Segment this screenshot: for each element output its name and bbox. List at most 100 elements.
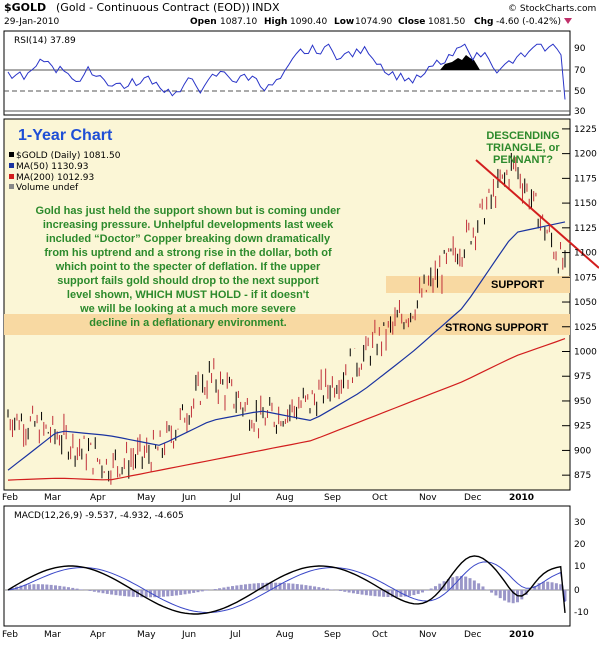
macd-hist-bar	[477, 583, 481, 590]
x-tick-label: Mar	[44, 630, 61, 640]
macd-hist-bar	[308, 585, 312, 590]
macd-hist-bar	[429, 588, 433, 590]
rsi-line	[7, 43, 566, 100]
macd-hist-bar	[433, 586, 437, 590]
macd-hist-bar	[231, 586, 235, 590]
x-tick-label: 2010	[509, 493, 534, 503]
high-label: High	[264, 17, 287, 27]
x-tick-label: 2010	[509, 630, 534, 640]
ma200-line	[7, 338, 566, 481]
macd-hist-bar	[222, 587, 226, 590]
macd-hist-bar	[559, 584, 563, 590]
macd-hist-bar	[455, 576, 459, 590]
macd-hist-bar	[369, 590, 373, 596]
macd-hist-bar	[282, 583, 286, 590]
price-tick-label: 1175	[574, 174, 597, 184]
price-tick-label: 1200	[574, 150, 597, 160]
price-grid	[562, 128, 570, 476]
macd-hist-bar	[356, 590, 360, 594]
price-bars	[7, 152, 566, 485]
chg-label: Chg	[474, 17, 493, 27]
macd-hist-bar	[226, 586, 230, 590]
macd-hist-bar	[382, 590, 386, 597]
macd-hist-bar	[326, 588, 330, 590]
rsi-tick: 90	[574, 44, 586, 54]
close-value: 1081.50	[428, 17, 465, 27]
rsi-tick: 70	[574, 66, 586, 76]
legend-swatch-ma200	[9, 174, 14, 179]
x-axis-top: Feb Mar Apr May Jun Jul Aug Sep Oct Nov Dec 2010	[2, 493, 534, 503]
macd-hist-bar	[248, 583, 252, 590]
macd-hist-bar	[23, 584, 27, 590]
macd-hist-bar	[53, 585, 57, 590]
pattern-note-line: TRIANGLE, or	[486, 142, 560, 154]
x-tick-label: Jun	[181, 493, 196, 503]
macd-hist-bar	[110, 590, 114, 595]
macd-tick: 0	[574, 586, 580, 596]
x-tick-label: Nov	[419, 493, 437, 503]
macd-hist-bar	[287, 583, 291, 590]
x-axis-bottom: Feb Mar Apr May Jun Jul Aug Sep Oct Nov Dec 2010	[2, 630, 534, 640]
price-tick-label: 1100	[574, 249, 597, 259]
rsi-tick: 50	[574, 87, 586, 97]
macd-hist-bar	[32, 584, 36, 590]
macd-hist-bar	[92, 590, 96, 592]
commentary-line: support fails gold should drop to the ne…	[57, 275, 319, 287]
macd-hist-bar	[19, 585, 23, 590]
macd-hist-bar	[351, 590, 355, 594]
legend: $GOLD (Daily) 1081.50 MA(50) 1130.93 MA(…	[9, 151, 121, 193]
macd-hist-bar	[252, 583, 256, 590]
legend-ma50: MA(50) 1130.93	[16, 162, 88, 172]
macd-hist-bar	[412, 590, 416, 596]
x-tick-label: Dec	[464, 493, 481, 503]
pattern-note-line: DESCENDING	[486, 130, 559, 142]
macd-hist-bar	[88, 590, 92, 591]
x-tick-label: Jul	[229, 493, 241, 503]
legend-gold: $GOLD (Daily) 1081.50	[16, 151, 121, 161]
macd-hist-bar	[58, 585, 62, 590]
macd-hist-bar	[45, 584, 49, 590]
macd-hist-bar	[153, 590, 157, 598]
macd-hist-bar	[446, 578, 450, 590]
macd-hist-bar	[174, 590, 178, 596]
macd-hist-bar	[550, 582, 554, 590]
macd-hist-bar	[118, 590, 122, 596]
macd-hist-bar	[123, 590, 127, 597]
price-tick-label: 900	[574, 446, 591, 456]
macd-hist-bar	[218, 588, 222, 590]
commentary-line: from his uptrend and a strong rise in th…	[44, 247, 332, 259]
x-tick-label: Jul	[229, 630, 241, 640]
macd-hist-bar	[347, 590, 351, 593]
x-tick-label: Oct	[372, 493, 388, 503]
price-tick-label: 925	[574, 422, 591, 432]
macd-hist-bar	[364, 590, 368, 596]
macd-hist-bar	[131, 590, 135, 597]
macd-hist-bar	[360, 590, 364, 595]
macd-hist-bar	[511, 590, 515, 604]
exchange: INDX	[252, 1, 280, 14]
macd-hist-bar	[71, 587, 75, 590]
price-frame	[3, 118, 571, 491]
open-value: 1087.10	[220, 17, 257, 27]
x-tick-label: Mar	[44, 493, 61, 503]
commentary-line: included “Doctor” Copper breaking down d…	[46, 233, 331, 245]
macd-hist-bar	[451, 577, 455, 590]
macd-hist-bar	[533, 585, 537, 590]
macd-label: MACD(12,26,9) -9.537, -4.932, -4.605	[14, 511, 184, 521]
support-label: SUPPORT	[491, 279, 544, 291]
macd-hist-bar	[196, 590, 200, 593]
commentary-line: Gold has just held the support shown but…	[36, 205, 342, 217]
x-tick-label: May	[137, 493, 156, 503]
commentary-line: level shown, WHICH MUST HOLD - if it doe…	[67, 289, 310, 301]
macd-hist-bar	[459, 575, 463, 590]
macd-hist-bar	[377, 590, 381, 597]
x-tick-label: Aug	[276, 630, 294, 640]
macd-hist-bar	[157, 590, 161, 597]
macd-hist-bar	[464, 576, 468, 590]
macd-hist-bar	[75, 588, 79, 590]
x-tick-label: Oct	[372, 630, 388, 640]
price-tick-label: 1075	[574, 273, 597, 283]
macd-hist-bar	[205, 590, 209, 591]
macd-hist-bar	[213, 589, 217, 590]
macd-hist-bar	[313, 586, 317, 590]
